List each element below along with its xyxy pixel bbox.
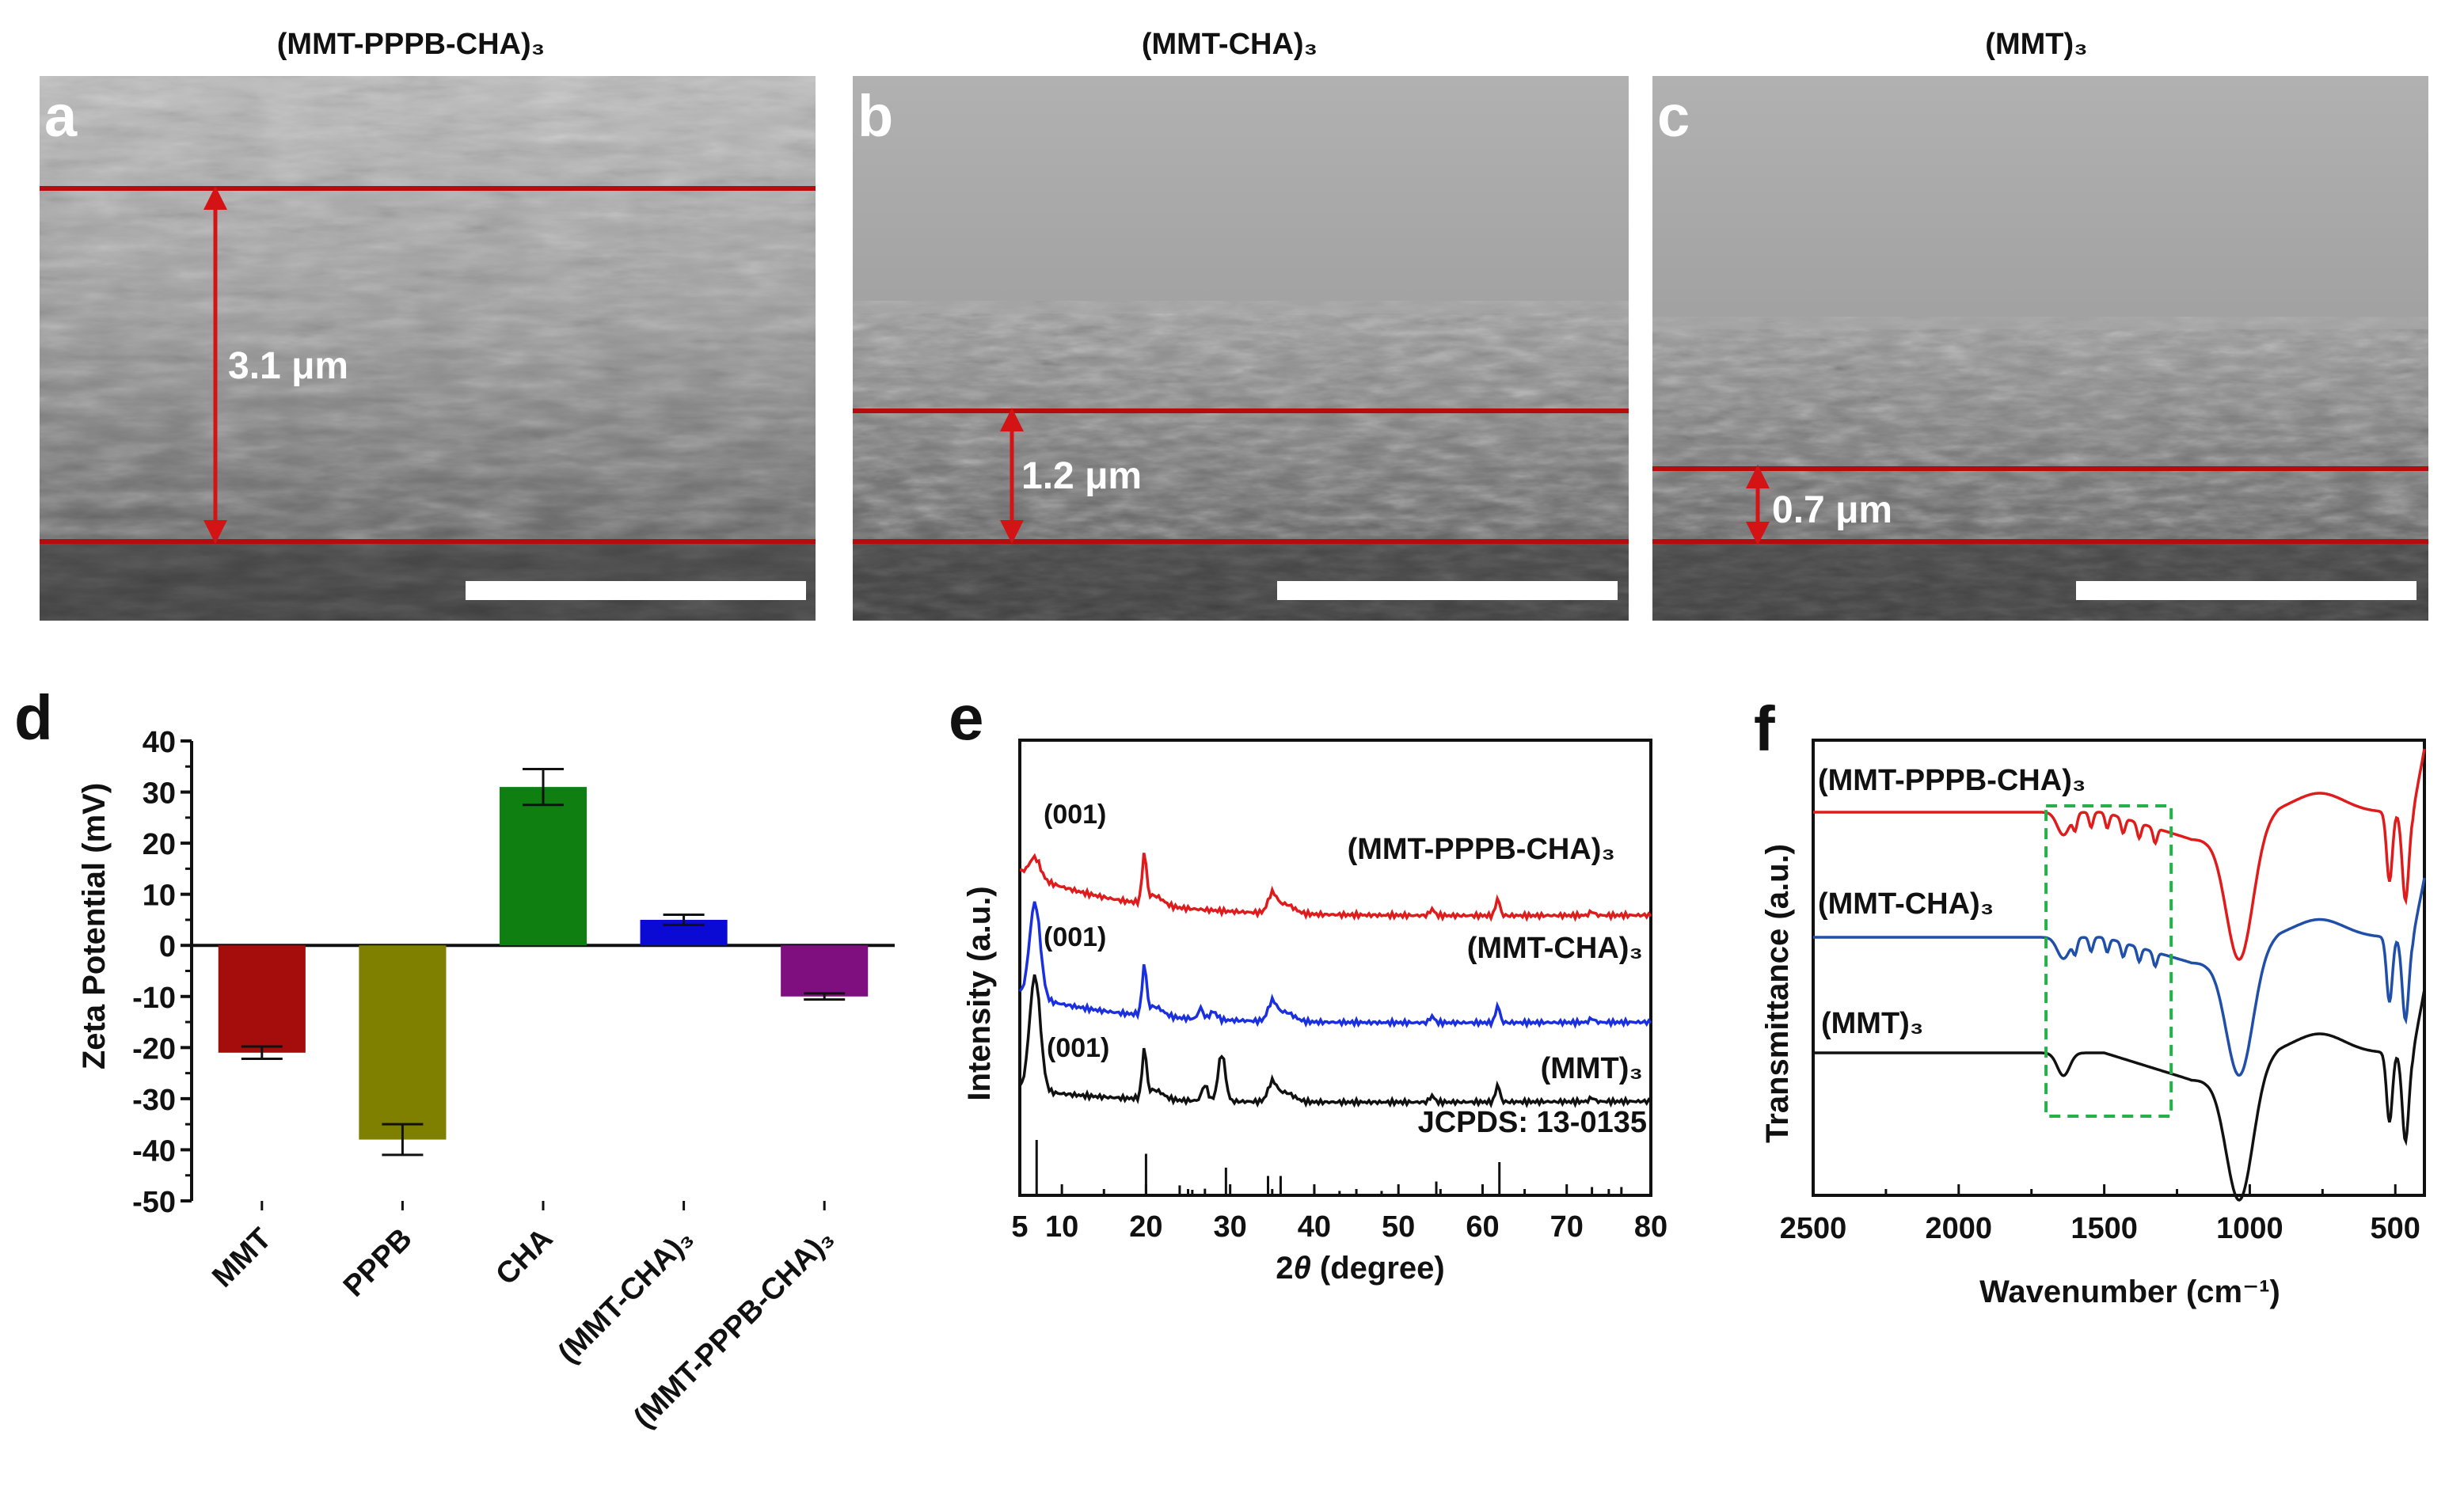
x-tick-label-e: 70 [1550,1210,1584,1244]
y-tick-label-d: 0 [159,930,176,963]
y-tick-label-d: 30 [143,777,176,811]
x-tick-label-f: 2000 [1926,1212,1993,1245]
x-tick-label-e: 30 [1214,1210,1247,1244]
bar-4 [781,945,869,997]
xrd-line-mmt-pppb-cha [1020,853,1652,922]
bar-1 [359,945,447,1140]
bar-2 [499,787,587,946]
peak-label-e-1: (001) [1044,922,1106,952]
bar-0 [218,945,306,1053]
y-tick-label-d: -40 [132,1134,176,1168]
panel-letter-d: d [14,682,53,753]
reference-label-e: JCPDS: 13-0135 [1418,1106,1647,1139]
series-label-f-2: (MMT)₃ [1821,1007,1923,1040]
plot-frame-f [1812,739,2426,1197]
x-tick-label-e: 50 [1382,1210,1415,1244]
ftir-chart: f Transmittance (a.u.) Wavenumber (cm⁻¹)… [1754,693,2426,1309]
y-tick-label-d: -10 [132,982,176,1015]
panel-letter-f: f [1754,693,1775,764]
y-tick-label-d: 20 [143,828,176,861]
sem-panel-c: (MMT)₃ c 0.7 μm [1652,28,2428,621]
peak-label-e-2: (001) [1047,1033,1109,1063]
series-label-e-1: (MMT-CHA)₃ [1467,932,1643,965]
scale-bar-c [2076,581,2416,600]
y-tick-label-d: 10 [143,879,176,913]
x-tick-label-f: 1500 [2070,1212,2138,1245]
y-tick-label-d: -30 [132,1084,176,1117]
thickness-label-a: 3.1 μm [228,345,348,387]
x-tick-label-e: 5 [1011,1210,1028,1244]
panel-letter-e: e [949,682,984,753]
scale-bar-b [1277,581,1618,600]
panel-letter-a: a [44,83,78,149]
x-tick-label-e: 40 [1298,1210,1331,1244]
xrd-line-mmt [1018,974,1652,1109]
x-tick-label-e: 60 [1466,1210,1499,1244]
plot-frame-e [1018,739,1652,1197]
thickness-label-b: 1.2 μm [1021,455,1142,497]
series-label-e-0: (MMT-PPPB-CHA)₃ [1348,833,1615,866]
y-axis-label-f: Transmittance (a.u.) [1760,844,1795,1143]
sem-texture-a [40,76,816,621]
x-tick-label-d: MMT [206,1222,278,1294]
x-tick-label-d: PPPB [337,1222,419,1304]
y-axis-label-e: Intensity (a.u.) [962,886,997,1100]
y-axis-label-d: Zeta Potential (mV) [77,783,112,1069]
ftir-line-mmt-pppb-cha [1813,748,2426,961]
sem-panel-b: (MMT-CHA)₃ b 1.2 μm [853,28,1629,621]
y-tick-label-d: -20 [132,1032,176,1066]
x-tick-label-e: 80 [1634,1210,1667,1244]
peak-label-e-0: (001) [1044,800,1106,830]
panel-letter-b: b [857,83,893,149]
series-label-f-1: (MMT-CHA)₃ [1818,887,1994,921]
y-tick-label-d: -50 [132,1186,176,1219]
x-tick-label-f: 500 [2371,1212,2420,1245]
x-tick-label-f: 1000 [2216,1212,2283,1245]
panel-letter-c: c [1657,83,1690,149]
ftir-line-mmt [1813,989,2426,1202]
bar-chart-zeta: d Zeta Potential (mV) 40 30 20 10 0 -10 -20 -30… [14,682,895,1435]
ftir-line-mmt-cha [1813,877,2426,1077]
series-label-e-2: (MMT)₃ [1541,1052,1643,1085]
series-label-f-0: (MMT-PPPB-CHA)₃ [1818,764,2086,797]
sem-blur-b [853,76,1629,313]
x-tick-label-f: 2500 [1780,1212,1847,1245]
x-tick-label-d: (MMT-CHA)₃ [552,1222,700,1370]
scale-bar-a [466,581,806,600]
y-tick-label-d: 40 [143,726,176,759]
x-tick-label-d: CHA [489,1222,559,1292]
sem-title-b: (MMT-CHA)₃ [1142,28,1318,61]
highlight-box-f [2044,804,2173,1118]
sem-blur-c [1652,76,2428,329]
xrd-line-mmt-cha [1018,901,1652,1029]
x-axis-label-f: Wavenumber (cm⁻¹) [1979,1275,2280,1309]
x-axis-label-e: 2θ (degree) [1276,1251,1445,1286]
x-tick-label-e: 10 [1045,1210,1078,1244]
sem-panel-a: (MMT-PPPB-CHA)₃ a 3.1 μm [40,28,816,621]
sem-title-c: (MMT)₃ [1985,28,2087,61]
sem-title-a: (MMT-PPPB-CHA)₃ [277,28,545,61]
x-tick-label-e: 20 [1129,1210,1162,1244]
thickness-label-c: 0.7 μm [1772,489,1892,531]
xrd-chart: e Intensity (a.u.) 2θ (degree) 5 10 20 30 40… [949,682,1667,1286]
